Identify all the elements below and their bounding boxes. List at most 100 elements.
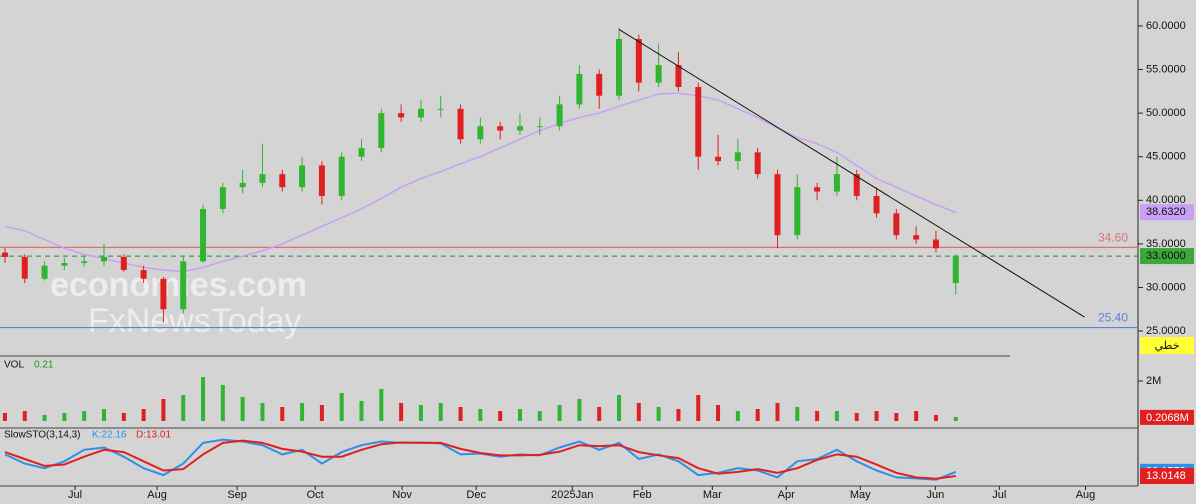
candle-body [833, 174, 840, 192]
volume-bar [300, 403, 305, 421]
volume-bar [319, 405, 324, 421]
candle-body [794, 187, 801, 236]
candle-body [893, 213, 900, 236]
volume-bar [696, 395, 701, 421]
volume-bar [597, 407, 602, 421]
last-price-box [1140, 248, 1194, 265]
x-tick-label: Feb [633, 489, 652, 501]
candle-body [457, 108, 464, 140]
volume-value: 0.21 [34, 360, 54, 371]
x-tick-label: Aug [147, 489, 167, 501]
volume-bar [201, 377, 206, 421]
volume-bar [42, 415, 47, 421]
volume-bar [359, 401, 364, 421]
x-tick-label: 2025Jan [551, 489, 593, 501]
watermark: FxNewsToday [88, 302, 302, 340]
candle-body [200, 209, 207, 262]
y-tick-label: 40.0000 [1146, 194, 1186, 206]
volume-bar [101, 409, 106, 421]
volume-bar [834, 411, 839, 421]
volume-bar [458, 407, 463, 421]
volume-title: VOL [4, 360, 24, 371]
candle-body [21, 256, 28, 279]
candle-body [635, 39, 642, 83]
candle-body [734, 152, 741, 162]
volume-bar [636, 403, 641, 421]
volume-bar [62, 413, 67, 421]
y-tick-label: 30.0000 [1146, 281, 1186, 293]
ma-label: 38.6320 [1146, 206, 1186, 218]
x-tick-label: May [850, 489, 871, 501]
x-tick-label: Jul [992, 489, 1006, 501]
x-tick-label: Aug [1076, 489, 1096, 501]
volume-bar [656, 407, 661, 421]
candle-body [497, 126, 504, 131]
candle-body [279, 174, 286, 188]
volume-bar [260, 403, 265, 421]
candle-body [754, 152, 761, 175]
candle-body [516, 126, 523, 131]
volume-bar [815, 411, 820, 421]
x-tick-label: Dec [466, 489, 486, 501]
level-label: 34.60 [1098, 231, 1128, 245]
volume-bar [240, 397, 245, 421]
trendline [618, 29, 1085, 318]
candle-body [299, 165, 306, 188]
candle-body [338, 156, 345, 196]
candle-body [398, 113, 405, 118]
volume-bar [854, 413, 859, 421]
candle-body [41, 265, 48, 279]
volume-bar [141, 409, 146, 421]
scale-button[interactable] [1140, 337, 1194, 354]
volume-bar [161, 399, 166, 421]
candle-body [814, 187, 821, 192]
y-tick-label: 55.0000 [1146, 63, 1186, 75]
y-tick-label: 45.0000 [1146, 151, 1186, 163]
volume-bar [22, 411, 27, 421]
x-tick-label: Nov [392, 489, 412, 501]
candle-body [774, 174, 781, 236]
volume-bar [2, 413, 7, 421]
candle-body [180, 261, 187, 310]
stoch-k-line [4, 438, 957, 481]
scale-button-label[interactable]: خطي [1155, 340, 1180, 352]
candle-body [358, 147, 365, 157]
volume-bar [775, 403, 780, 421]
volume-bar [280, 407, 285, 421]
volume-bar [181, 395, 186, 421]
volume-bar [478, 409, 483, 421]
volume-tick-label: 2M [1146, 375, 1161, 387]
stoch-d-line [4, 439, 956, 480]
volume-current: 0.2068M [1146, 412, 1189, 424]
x-tick-label: Jun [926, 489, 944, 501]
volume-bar [498, 411, 503, 421]
candle-body [318, 165, 325, 196]
y-tick-label: 50.0000 [1146, 107, 1186, 119]
volume-bar [676, 409, 681, 421]
candle-body [61, 263, 68, 266]
candle-body [655, 65, 662, 83]
ma-box [1140, 204, 1194, 221]
volume-box [1140, 409, 1194, 425]
candle-body [873, 195, 880, 214]
volume-bar [438, 403, 443, 421]
y-tick-label: 25.0000 [1146, 325, 1186, 337]
volume-bar [557, 405, 562, 421]
candle-body [596, 73, 603, 96]
candle-body [675, 65, 682, 87]
candle-body [100, 256, 107, 262]
candle-body [952, 256, 959, 284]
x-tick-label: Mar [703, 489, 722, 501]
volume-bar [537, 411, 542, 421]
stoch-k-label: K:22.16 [92, 430, 127, 441]
volume-bar [339, 393, 344, 421]
x-tick-label: Jul [68, 489, 82, 501]
candle-body [477, 126, 484, 140]
candle-body [576, 73, 583, 105]
y-tick-label: 35.0000 [1146, 238, 1186, 250]
volume-bar [418, 405, 423, 421]
candle-body [536, 126, 543, 128]
candle-body [932, 239, 939, 249]
volume-bar [121, 413, 126, 421]
candle-body [160, 278, 167, 310]
